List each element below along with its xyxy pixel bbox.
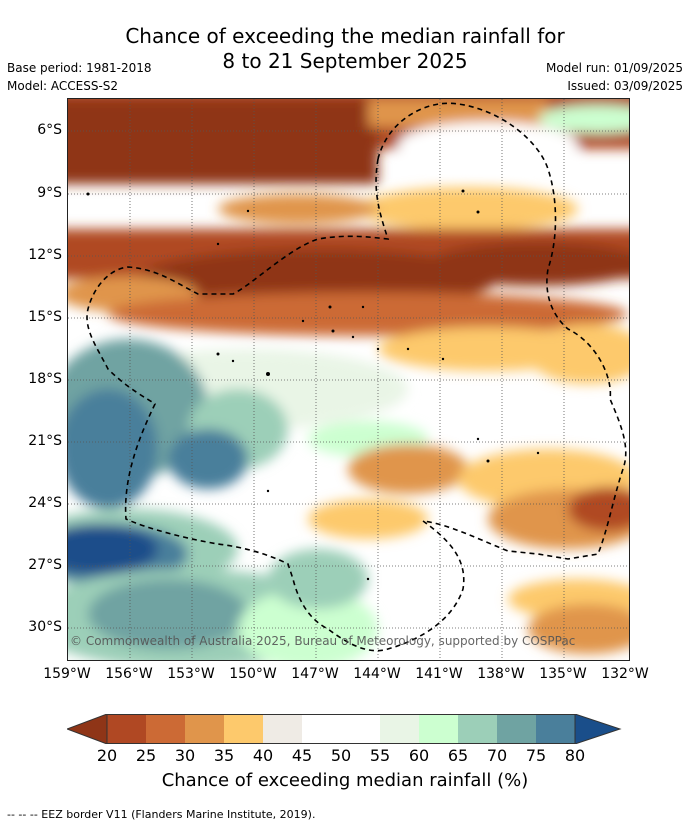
title-line1: Chance of exceeding the median rainfall …	[125, 24, 565, 48]
colorbar-high-arrow	[575, 714, 620, 744]
lat-label: 15°S	[28, 309, 62, 325]
lat-label: 6°S	[37, 122, 62, 138]
lon-label: 156°W	[105, 666, 153, 682]
colorbar-tick: 55	[369, 746, 391, 765]
colorbar-tick: 75	[525, 746, 547, 765]
map-title: Chance of exceeding the median rainfall …	[0, 24, 690, 74]
lat-label: 27°S	[28, 557, 62, 573]
lat-label: 21°S	[28, 433, 62, 449]
copyright-notice: © Commonwealth of Australia 2025, Bureau…	[70, 634, 576, 648]
lon-label: 135°W	[539, 666, 587, 682]
colorbar-bin	[107, 714, 146, 744]
islands	[86, 189, 540, 581]
colorbar-bin	[302, 714, 341, 744]
lon-label: 150°W	[229, 666, 277, 682]
lat-label: 18°S	[28, 371, 62, 387]
meta-left: Base period: 1981-2018 Model: ACCESS-S2	[7, 59, 152, 95]
colorbar-tick: 20	[96, 746, 118, 765]
colorbar-tick: 60	[408, 746, 430, 765]
colorbar-tick: 25	[135, 746, 157, 765]
rainfall-field	[68, 99, 629, 660]
colorbar-low-arrow	[67, 714, 107, 744]
graticule	[68, 99, 629, 660]
lat-label: 24°S	[28, 495, 62, 511]
base-period: Base period: 1981-2018	[7, 61, 152, 75]
map-canvas	[68, 99, 629, 660]
eez-footnote: -- -- -- EEZ border V11 (Flanders Marine…	[7, 808, 316, 821]
colorbar-tick: 30	[174, 746, 196, 765]
lon-label: 141°W	[415, 666, 463, 682]
lon-label: 147°W	[291, 666, 339, 682]
colorbar-bin	[224, 714, 263, 744]
colorbar-tick: 50	[330, 746, 352, 765]
lon-label: 153°W	[167, 666, 215, 682]
colorbar-bin	[380, 714, 419, 744]
colorbar-tick: 35	[213, 746, 235, 765]
colorbar-bin	[146, 714, 185, 744]
model-name: Model: ACCESS-S2	[7, 79, 119, 93]
eez-borders	[86, 102, 627, 652]
title-line2: 8 to 21 September 2025	[222, 49, 468, 73]
colorbar-tick: 65	[447, 746, 469, 765]
colorbar-bin	[341, 714, 380, 744]
colorbar-tick: 70	[486, 746, 508, 765]
issued-date: Issued: 03/09/2025	[567, 79, 683, 93]
colorbar	[67, 714, 622, 744]
colorbar-tick: 45	[291, 746, 313, 765]
colorbar-bin	[536, 714, 575, 744]
colorbar-tick: 80	[564, 746, 586, 765]
lat-label: 12°S	[28, 247, 62, 263]
rainfall-map	[67, 98, 630, 661]
model-run: Model run: 01/09/2025	[545, 61, 683, 75]
lon-label: 132°W	[601, 666, 649, 682]
colorbar-bin	[419, 714, 458, 744]
lon-label: 138°W	[477, 666, 525, 682]
colorbar-bin	[185, 714, 224, 744]
colorbar-title: Chance of exceeding median rainfall (%)	[161, 770, 529, 791]
lat-label: 30°S	[28, 619, 62, 635]
lat-label: 9°S	[37, 185, 62, 201]
colorbar-tick: 40	[252, 746, 274, 765]
colorbar-bin	[497, 714, 536, 744]
meta-right: Model run: 01/09/2025 Issued: 03/09/2025	[546, 59, 683, 95]
colorbar-bin	[263, 714, 302, 744]
colorbar-bin	[458, 714, 497, 744]
lon-label: 144°W	[353, 666, 401, 682]
lon-label: 159°W	[43, 666, 91, 682]
